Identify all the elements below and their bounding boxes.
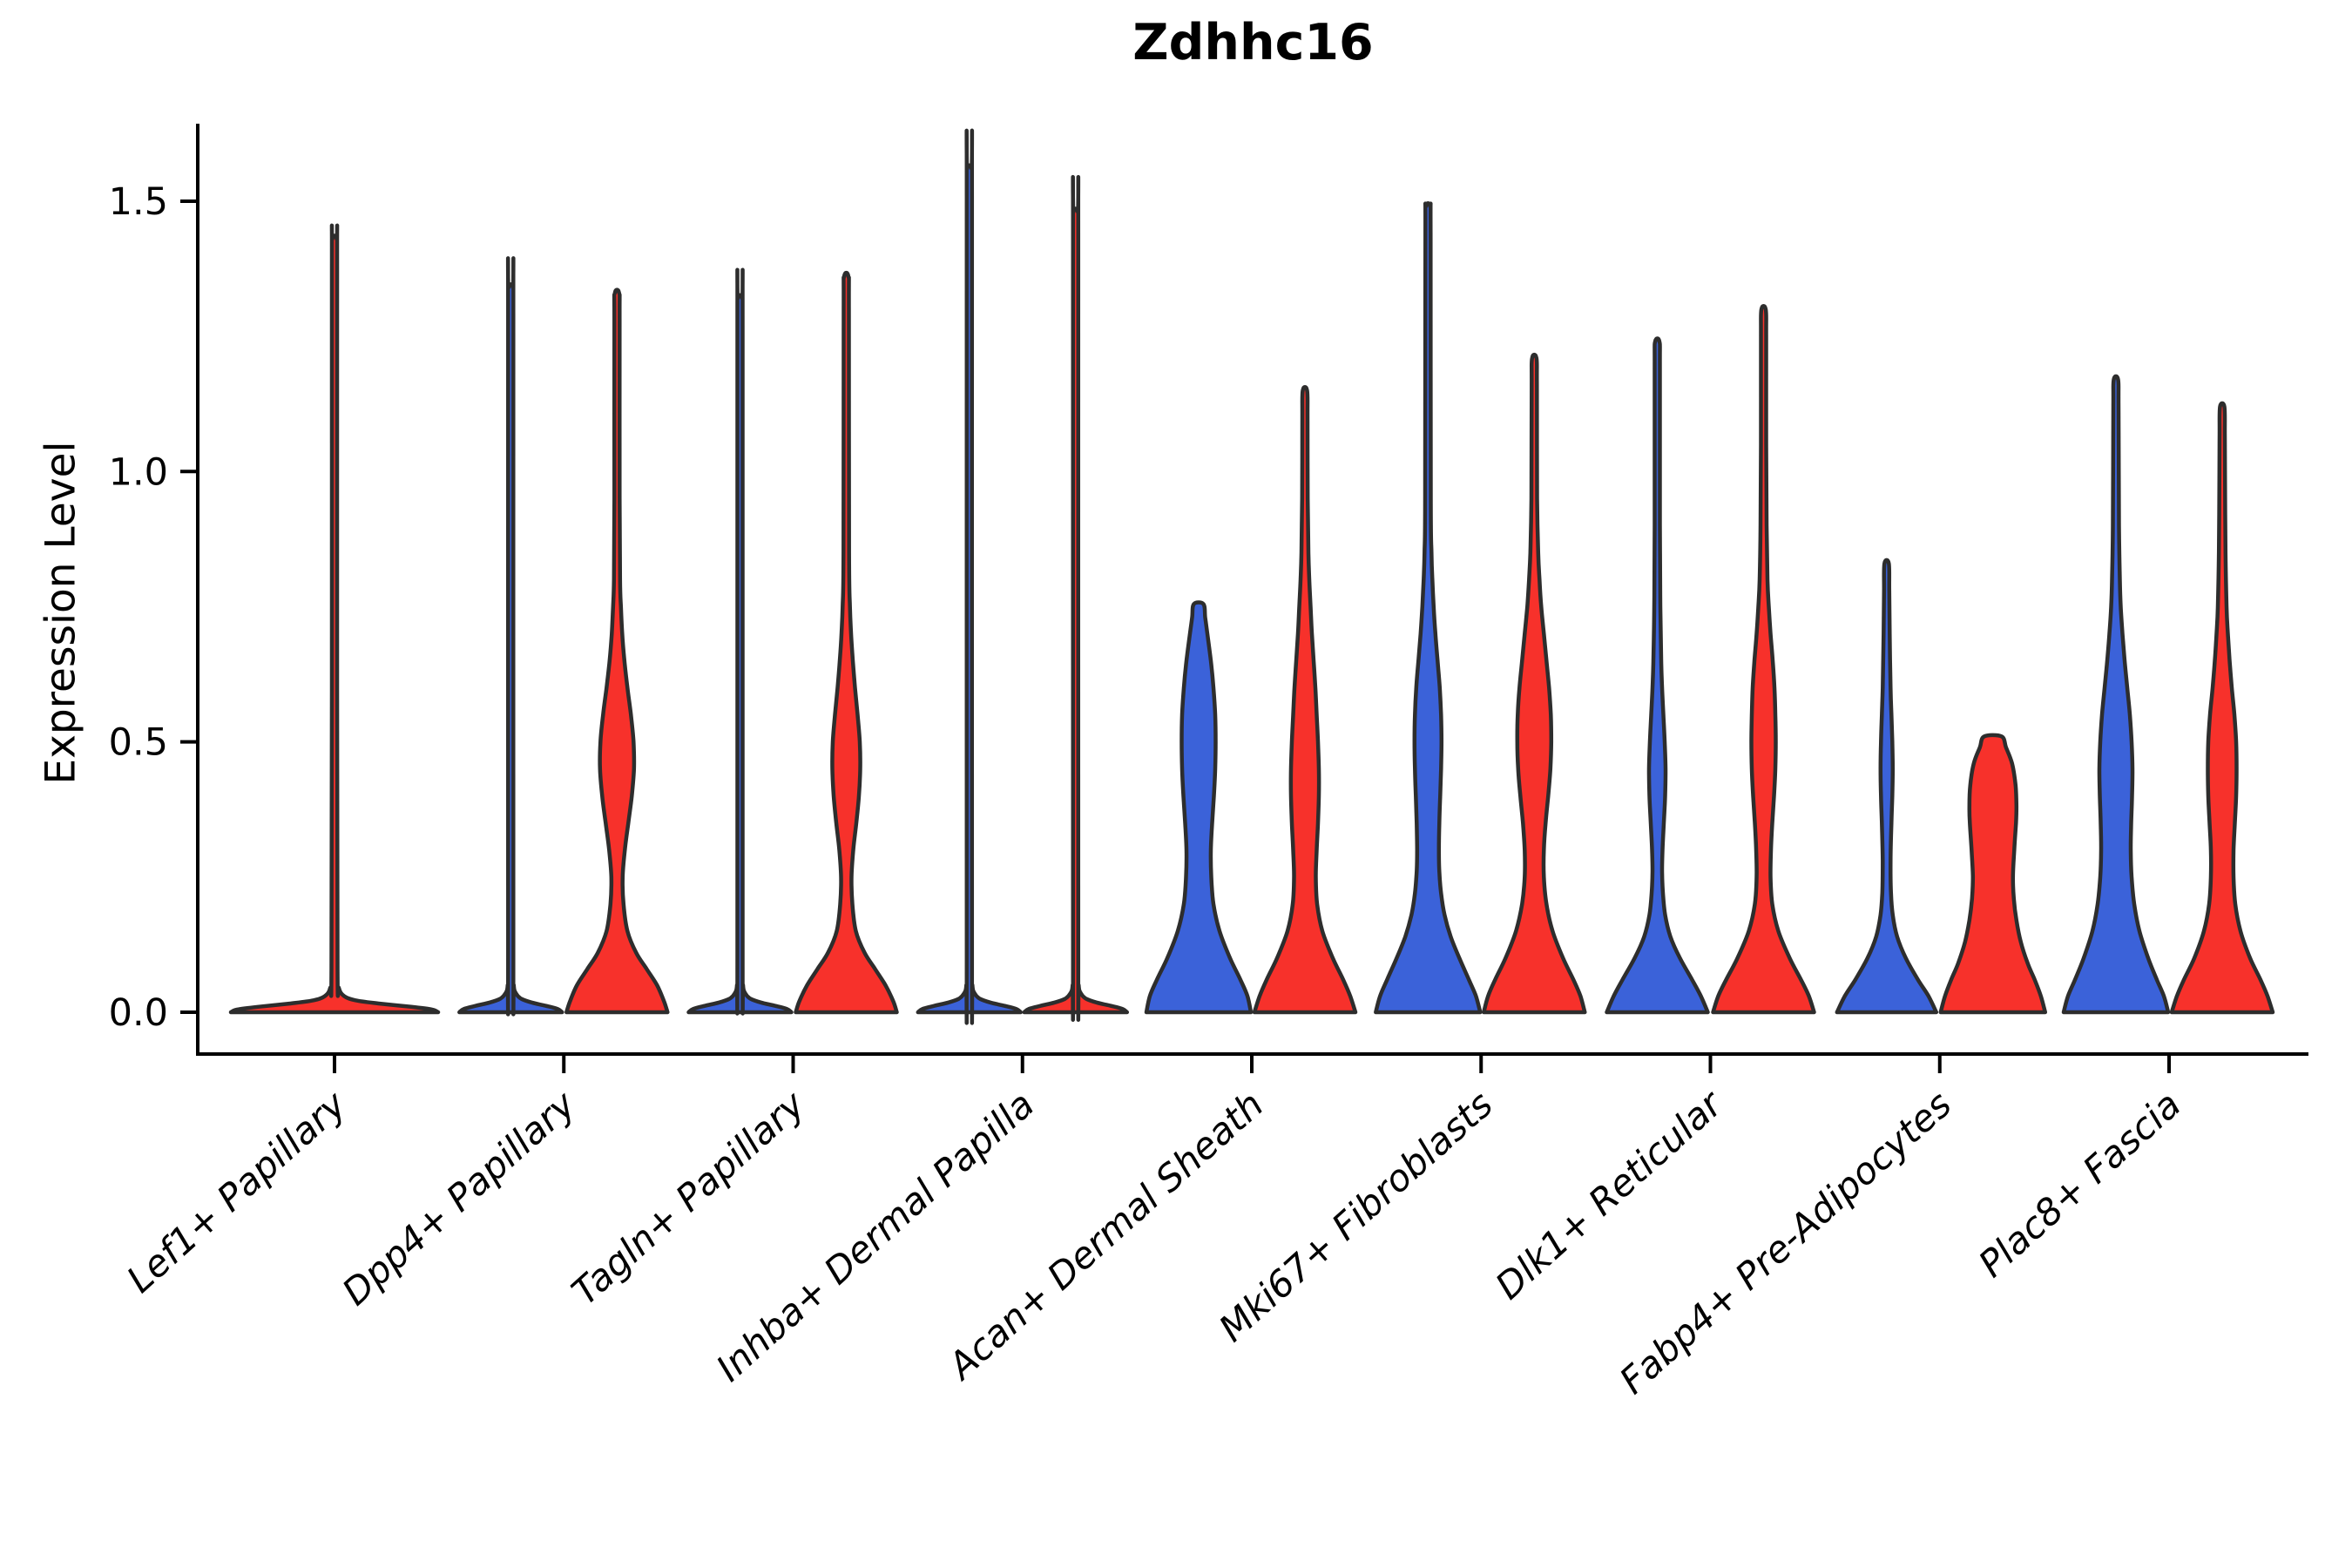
violin-dpp4-papillary-blue: [457, 256, 564, 1017]
plot-title: Zdhhc16: [1132, 14, 1374, 71]
x-category-label: Plac8+ Fascia: [1970, 1083, 2189, 1286]
x-category-label: Tagln+ Papillary: [564, 1082, 814, 1313]
violin-plac8-fascia-blue: [2061, 374, 2171, 1015]
violin-inhba-dermal-papilla-red: [1022, 175, 1130, 1022]
violin-mki67-fibroblasts-red: [1482, 352, 1587, 1015]
y-tick-label: 1.0: [109, 450, 168, 494]
violin-plac8-fascia-red: [2169, 401, 2275, 1015]
violin-fabp4-pre-adipocytes-blue: [1835, 558, 1939, 1015]
violin-fabp4-pre-adipocytes-red: [1938, 733, 2048, 1015]
y-axis-label: Expression Level: [37, 441, 85, 785]
x-category-label: Dpp4+ Papillary: [334, 1082, 584, 1314]
violin-inhba-dermal-papilla-blue: [916, 128, 1024, 1025]
y-tick-label: 0.0: [109, 991, 168, 1035]
x-category-label: Lef1+ Papillary: [118, 1082, 355, 1301]
violin-dpp4-papillary-red: [564, 287, 670, 1015]
violin-dlk1-reticular-blue: [1605, 336, 1710, 1015]
y-tick-label: 1.5: [109, 180, 168, 224]
violin-dlk1-reticular-red: [1711, 304, 1816, 1015]
violin-acan-dermal-sheath-red: [1252, 385, 1358, 1015]
y-tick-label: 0.5: [109, 721, 168, 765]
violin-tagln-papillary-red: [794, 270, 899, 1015]
violin-tagln-papillary-blue: [686, 267, 794, 1016]
x-category-label: Dlk1+ Reticular: [1487, 1081, 1732, 1308]
violin-lef1-papillary-red: [228, 223, 441, 1015]
violin-mki67-fibroblasts-blue: [1374, 201, 1483, 1015]
violin-acan-dermal-sheath-blue: [1144, 600, 1254, 1015]
